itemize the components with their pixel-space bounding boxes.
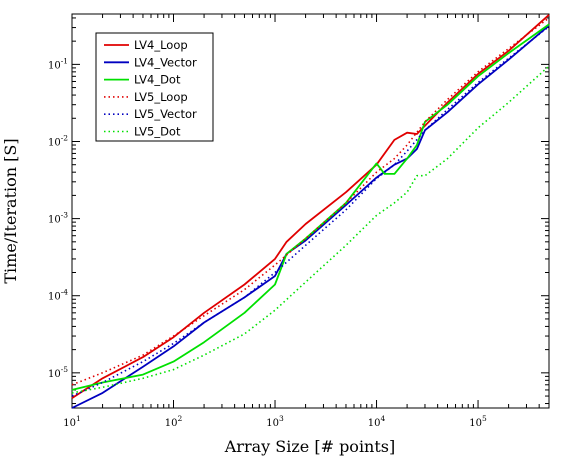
tick-label-exponent: -5: [61, 365, 69, 374]
tick-label-base: 10: [48, 369, 61, 380]
x-tick-label: 105: [469, 414, 487, 429]
x-axis-title: Array Size [# points]: [224, 437, 396, 456]
tick-label-base: 10: [266, 418, 279, 429]
tick-label-base: 10: [165, 418, 178, 429]
tick-label-exponent: 2: [177, 414, 182, 423]
x-tick-label: 103: [266, 414, 284, 429]
tick-label-base: 10: [48, 215, 61, 226]
legend-label: LV4_Loop: [134, 38, 188, 52]
major-ticks: [71, 14, 549, 408]
tick-label-base: 10: [368, 418, 381, 429]
legend-label: LV5_Loop: [134, 90, 188, 104]
minor-ticks: [72, 14, 550, 408]
tick-label-base: 10: [469, 418, 482, 429]
series-line-lv4-dot: [71, 23, 550, 391]
legend-label: LV4_Dot: [134, 73, 181, 87]
legend-label: LV4_Vector: [134, 55, 197, 69]
y-tick-label: 10-1: [48, 56, 68, 71]
series-line-lv4-loop: [71, 14, 550, 399]
plot-frame: [71, 13, 550, 409]
tick-label-exponent: 1: [76, 414, 81, 423]
legend-label: LV5_Vector: [134, 107, 197, 121]
x-tick-label: 104: [368, 414, 386, 429]
tick-label-exponent: -3: [61, 211, 69, 220]
legend-label: LV5_Dot: [134, 125, 181, 139]
series-line-lv4-vector: [71, 24, 550, 409]
y-tick-label: 10-2: [48, 133, 68, 148]
tick-label-base: 10: [63, 418, 76, 429]
y-tick-label: 10-4: [48, 288, 68, 303]
x-tick-label: 102: [165, 414, 183, 429]
tick-label-base: 10: [48, 292, 61, 303]
x-tick-label: 101: [63, 414, 81, 429]
series-lines: [71, 14, 550, 409]
tick-label-exponent: -2: [61, 133, 69, 142]
tick-label-exponent: -1: [61, 56, 68, 65]
y-axis-title: Time/Iteration [S]: [1, 138, 20, 283]
tick-label-exponent: 5: [482, 414, 487, 423]
tick-label-exponent: 4: [381, 414, 386, 423]
x-tick-labels: 101 102 103 104 105: [63, 414, 487, 429]
legend-box: [95, 32, 214, 142]
y-tick-label: 10-3: [48, 211, 68, 226]
legend: LV4_Loop LV4_Vector LV4_Dot LV5_Loop LV5_Vec…: [95, 32, 214, 142]
tick-label-base: 10: [48, 137, 61, 148]
tick-label-base: 10: [48, 60, 61, 71]
y-tick-label: 10-5: [48, 365, 68, 380]
tick-label-exponent: 3: [279, 414, 284, 423]
tick-label-exponent: -4: [61, 288, 69, 297]
series-line-lv5-vector: [71, 25, 550, 397]
y-tick-labels: 10-510-410-310-210-1: [48, 56, 68, 379]
